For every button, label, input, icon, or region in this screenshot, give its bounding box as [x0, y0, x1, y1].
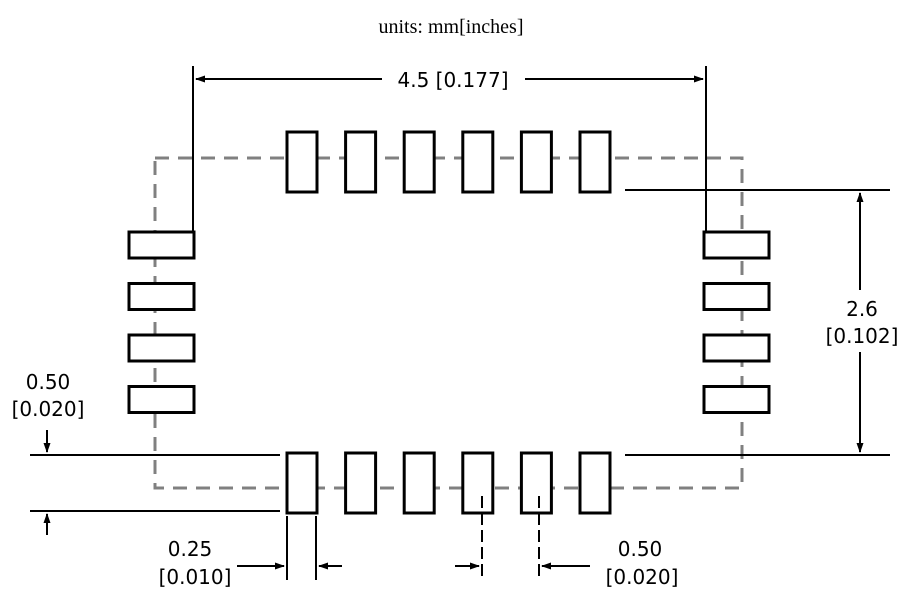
pad-bottom: [344, 451, 378, 515]
pad-bottom: [285, 451, 319, 515]
pad-top: [344, 130, 378, 194]
pad-length-label-in: [0.020]: [12, 397, 85, 421]
pads-group: [127, 130, 771, 515]
pitch-label-mm: 0.50: [618, 537, 663, 561]
pad-right: [702, 230, 771, 260]
pad-left: [127, 230, 196, 260]
pad-top: [578, 130, 612, 194]
pad-top: [402, 130, 436, 194]
pad-length-label-mm: 0.50: [26, 370, 71, 394]
pad-left: [127, 333, 196, 363]
units-caption: units: mm[inches]: [379, 16, 524, 38]
pad-bottom: [402, 451, 436, 515]
pad-right: [702, 282, 771, 311]
pad-top: [519, 130, 553, 194]
pad-right: [702, 333, 771, 363]
pad-bottom: [461, 451, 495, 515]
pad-top: [285, 130, 319, 194]
package-outline: [153, 156, 744, 490]
pad-right: [702, 385, 771, 414]
pad-left: [127, 385, 196, 414]
pad-width-label-in: [0.010]: [159, 565, 232, 589]
height-label-mm: 2.6: [846, 297, 878, 321]
pad-bottom: [519, 451, 553, 515]
pitch-label-in: [0.020]: [606, 565, 679, 589]
overall-width-label: 4.5 [0.177]: [397, 68, 508, 92]
height-label-in: [0.102]: [826, 324, 899, 348]
pad-left: [127, 282, 196, 311]
pad-top: [461, 130, 495, 194]
pad-bottom: [578, 451, 612, 515]
pad-width-label-mm: 0.25: [168, 537, 213, 561]
